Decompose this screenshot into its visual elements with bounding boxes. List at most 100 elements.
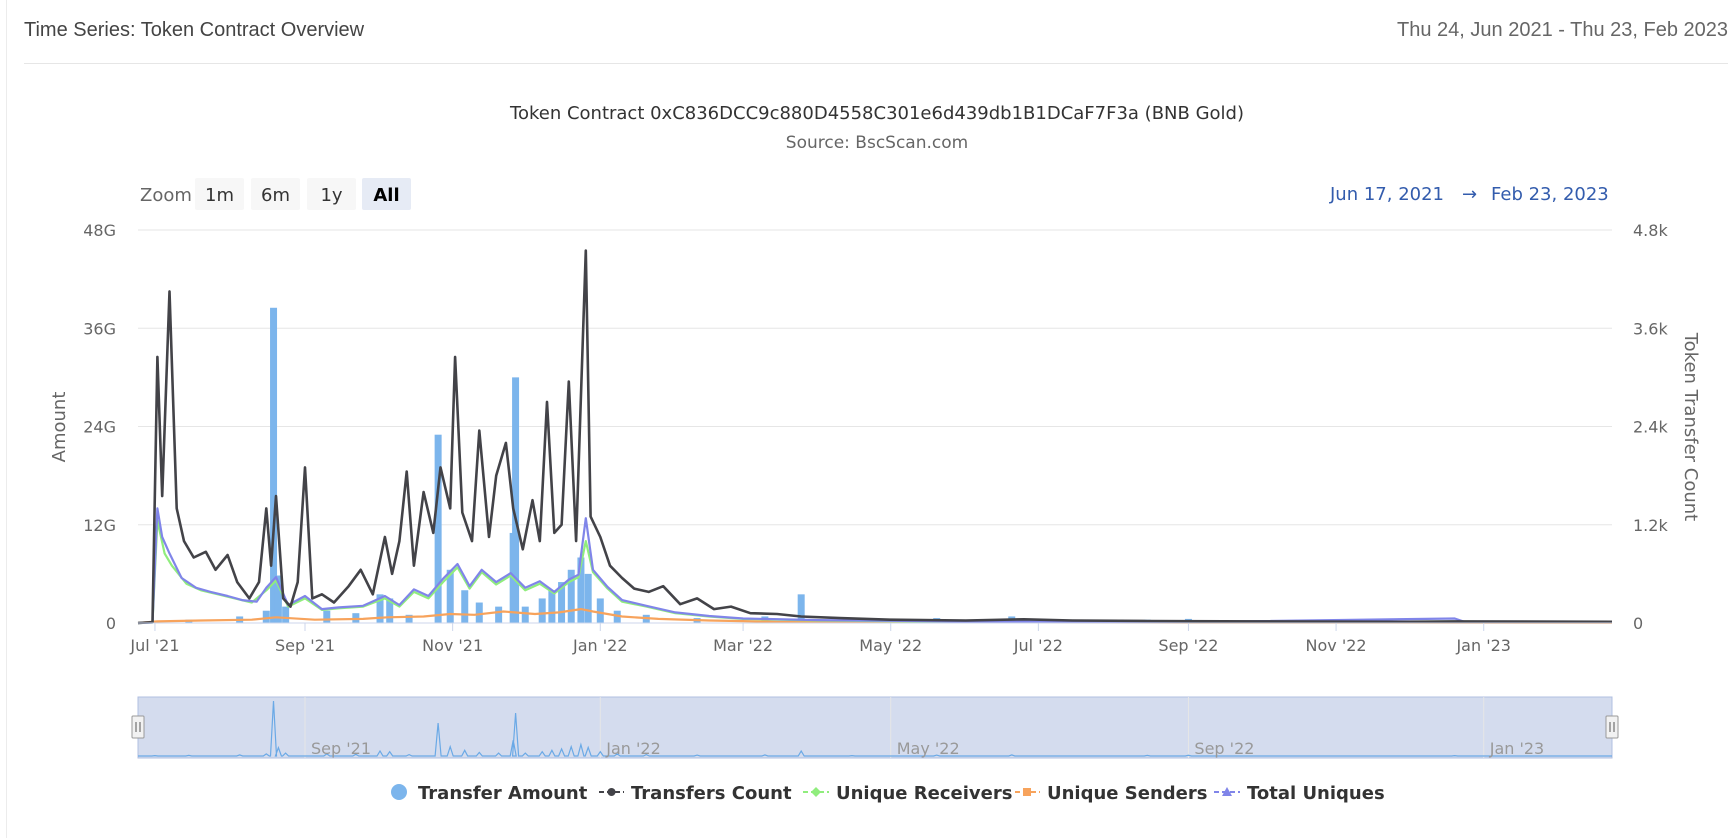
transfer-amount-bar <box>495 606 503 623</box>
range-selector: Zoom 1m 6m 1y All Jun 17, 2021 → Feb 23,… <box>140 178 1609 210</box>
navigator[interactable]: Sep '21 Jan '22 May '22 Sep '22 Jan '23 <box>131 696 1619 759</box>
transfer-amount-bar <box>596 598 604 623</box>
transfer-amount-bar <box>475 602 483 623</box>
transfer-amount-bar <box>613 610 621 623</box>
transfer-amount-bar <box>461 590 469 623</box>
transfer-amount-bar <box>405 614 413 623</box>
navigator-tick-label: Jan '23 <box>1489 739 1545 758</box>
grid-lines <box>138 229 1612 526</box>
transfer-amount-bar <box>521 606 529 623</box>
series-transfers-count <box>137 249 1613 625</box>
legend-item-unique-receivers[interactable]: Unique Receivers <box>803 783 1012 804</box>
chart-subtitle: Source: BscScan.com <box>786 133 968 153</box>
zoom-button-1y[interactable]: 1y <box>307 178 356 210</box>
legend: Transfer Amount Transfers Count Unique R… <box>391 783 1385 804</box>
legend-label: Transfer Amount <box>418 783 588 804</box>
legend-item-transfers-count[interactable]: Transfers Count <box>599 783 792 804</box>
x-tick-label: Jan '23 <box>1455 636 1511 655</box>
transfer-amount-bar <box>270 307 278 623</box>
legend-marker-circle-icon <box>607 788 616 796</box>
y-right-tick-label: 2.4k <box>1633 418 1668 437</box>
navigator-right-handle[interactable] <box>1605 715 1619 739</box>
navigator-tick-label: Sep '22 <box>1194 739 1254 758</box>
y-axis-left-ticks: 0 12G 24G 36G 48G <box>83 221 116 633</box>
y-left-tick-label: 48G <box>83 221 116 240</box>
x-tick-label: Nov '21 <box>422 636 483 655</box>
series-total-uniques <box>137 507 1613 625</box>
x-tick-label: Mar '22 <box>713 636 773 655</box>
transfer-amount-bar <box>446 569 454 623</box>
zoom-button-label: 1y <box>320 185 342 206</box>
range-to-date[interactable]: Feb 23, 2023 <box>1491 184 1609 205</box>
transfer-amount-bar <box>577 557 585 623</box>
chart-title: Token Contract 0xC836DCC9c880D4558C301e6… <box>509 103 1244 124</box>
navigator-left-handle[interactable] <box>131 715 145 739</box>
x-tick-label: Nov '22 <box>1306 636 1367 655</box>
card-title: Time Series: Token Contract Overview <box>24 19 365 41</box>
card-date-range: Thu 24, Jun 2021 - Thu 23, Feb 2023 <box>1397 19 1728 41</box>
legend-marker-triangle-icon <box>1222 787 1232 796</box>
series-transfer-amount <box>151 307 1459 623</box>
legend-item-unique-senders[interactable]: Unique Senders <box>1015 783 1207 804</box>
x-tick-label: Jul '22 <box>1013 636 1063 655</box>
legend-label: Total Uniques <box>1247 783 1385 804</box>
card-header: Time Series: Token Contract Overview Thu… <box>24 0 1728 64</box>
transfer-amount-bar <box>274 575 282 623</box>
transfer-amount-bar <box>434 434 442 623</box>
x-tick-label: May '22 <box>859 636 922 655</box>
card-border <box>6 0 7 838</box>
transfer-amount-bar <box>512 377 520 623</box>
zoom-label: Zoom <box>140 185 192 206</box>
zoom-button-1m[interactable]: 1m <box>195 178 244 210</box>
x-tick-label: Jul '21 <box>129 636 179 655</box>
navigator-tick-label: May '22 <box>897 739 960 758</box>
transfer-amount-bar <box>797 594 805 623</box>
transfer-amount-bar <box>538 598 546 623</box>
x-axis-ticks: Jul '21 Sep '21 Nov '21 Jan '22 Mar '22 May '… <box>129 623 1511 655</box>
legend-label: Unique Senders <box>1047 783 1207 804</box>
line-series <box>137 249 1613 625</box>
navigator-ticks: Sep '21 Jan '22 May '22 Sep '22 Jan '23 <box>311 739 1544 758</box>
transfer-amount-bar <box>558 582 566 623</box>
zoom-button-6m[interactable]: 6m <box>251 178 300 210</box>
series-unique-senders <box>137 608 1613 625</box>
transfer-amount-bar <box>262 610 270 623</box>
y-left-tick-label: 12G <box>83 516 116 535</box>
legend-item-total-uniques[interactable]: Total Uniques <box>1214 783 1385 804</box>
legend-marker-circle-icon <box>391 784 407 800</box>
transfer-amount-bar <box>323 610 331 623</box>
navigator-tick-label: Jan '22 <box>605 739 661 758</box>
x-tick-label: Sep '21 <box>275 636 335 655</box>
zoom-button-label: 6m <box>261 185 290 206</box>
transfer-amount-bar <box>584 573 592 623</box>
x-tick-label: Jan '22 <box>572 636 628 655</box>
transfer-amount-bar <box>386 598 394 623</box>
navigator-tick-label: Sep '21 <box>311 739 371 758</box>
y-right-tick-label: 1.2k <box>1633 516 1668 535</box>
legend-marker-diamond-icon <box>811 787 821 797</box>
navigator-grid <box>304 697 1485 758</box>
zoom-button-label: 1m <box>205 185 234 206</box>
y-left-tick-label: 0 <box>106 614 116 633</box>
range-arrow: → <box>1462 184 1477 205</box>
y-axis-right-title: Token Transfer Count <box>1680 332 1701 522</box>
transfer-amount-bar <box>567 569 575 623</box>
y-left-tick-label: 36G <box>83 319 116 338</box>
y-right-tick-label: 3.6k <box>1633 319 1668 338</box>
range-from-date[interactable]: Jun 17, 2021 <box>1329 184 1444 205</box>
legend-label: Transfers Count <box>631 783 792 804</box>
transfer-amount-bar <box>282 606 290 623</box>
x-tick-label: Sep '22 <box>1158 636 1218 655</box>
navigator-series <box>138 700 1612 757</box>
transfer-amount-bar <box>376 594 384 623</box>
zoom-button-label: All <box>373 185 399 206</box>
transfer-amount-bar <box>548 590 556 623</box>
zoom-button-all[interactable]: All <box>362 178 411 210</box>
legend-label: Unique Receivers <box>836 783 1012 804</box>
legend-item-transfer-amount[interactable]: Transfer Amount <box>391 783 588 804</box>
y-axis-right-ticks: 0 1.2k 2.4k 3.6k 4.8k <box>1633 221 1668 633</box>
y-right-tick-label: 0 <box>1633 614 1643 633</box>
navigator-selected-range[interactable] <box>137 696 1613 759</box>
y-right-tick-label: 4.8k <box>1633 221 1668 240</box>
